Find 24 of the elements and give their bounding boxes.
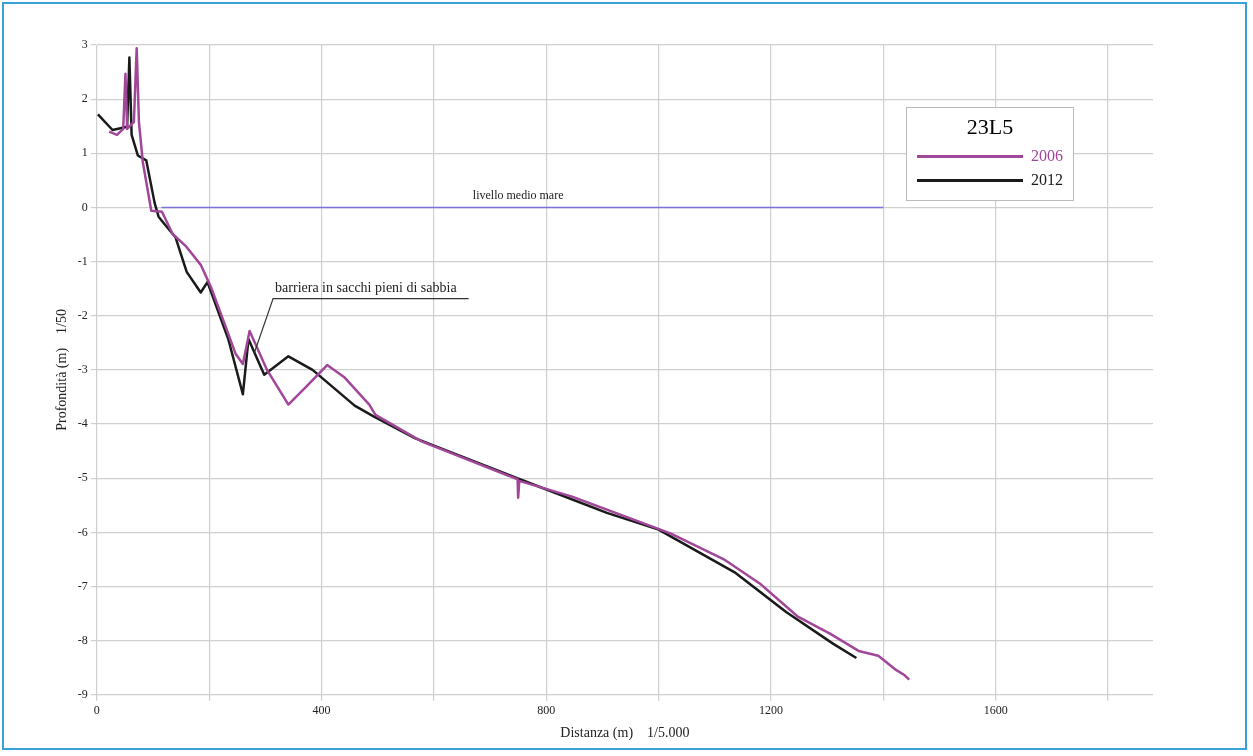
- x-tick-label: 1600: [983, 703, 1008, 718]
- y-tick-label: -8: [77, 632, 88, 647]
- y-tick-label: -9: [77, 686, 88, 701]
- x-axis-title: Distanza (m) 1/5.000: [560, 725, 690, 742]
- y-tick-label: 0: [81, 199, 88, 214]
- legend-title: 23L5: [965, 114, 1015, 140]
- x-tick-label: 800: [537, 703, 556, 718]
- y-tick-label: 2: [81, 91, 88, 106]
- legend-panel: 23L5 2006 2012: [906, 107, 1074, 201]
- y-tick-label: -4: [77, 416, 88, 431]
- annotation: barriera in sacchi pieni di sabbia: [275, 279, 458, 295]
- y-tick-label: -5: [77, 470, 88, 485]
- x-tick-label: 1200: [758, 703, 783, 718]
- y-tick-label: 1: [81, 145, 88, 160]
- y-tick-label: -7: [77, 578, 88, 593]
- y-tick-label: -3: [77, 362, 88, 377]
- y-axis-title: Profondità (m) 1/50: [54, 309, 71, 431]
- y-tick-label: -2: [77, 307, 88, 322]
- y-tick-label: -6: [77, 524, 88, 539]
- y-tick-label: -1: [77, 253, 88, 268]
- y-tick-label: 3: [81, 37, 88, 52]
- x-tick-label: 400: [312, 703, 331, 718]
- annotation: livello medio mare: [472, 188, 564, 203]
- x-tick-label: 0: [93, 703, 100, 718]
